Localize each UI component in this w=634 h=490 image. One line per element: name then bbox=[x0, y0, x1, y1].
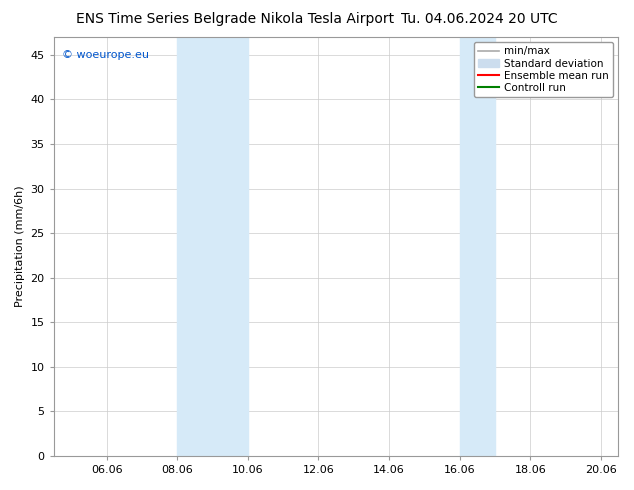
Y-axis label: Precipitation (mm/6h): Precipitation (mm/6h) bbox=[15, 186, 25, 307]
Text: Tu. 04.06.2024 20 UTC: Tu. 04.06.2024 20 UTC bbox=[401, 12, 558, 26]
Text: ENS Time Series Belgrade Nikola Tesla Airport: ENS Time Series Belgrade Nikola Tesla Ai… bbox=[76, 12, 394, 26]
Legend: min/max, Standard deviation, Ensemble mean run, Controll run: min/max, Standard deviation, Ensemble me… bbox=[474, 42, 613, 97]
Bar bbox=[178, 37, 248, 456]
Bar bbox=[460, 37, 495, 456]
Text: © woeurope.eu: © woeurope.eu bbox=[62, 49, 149, 60]
